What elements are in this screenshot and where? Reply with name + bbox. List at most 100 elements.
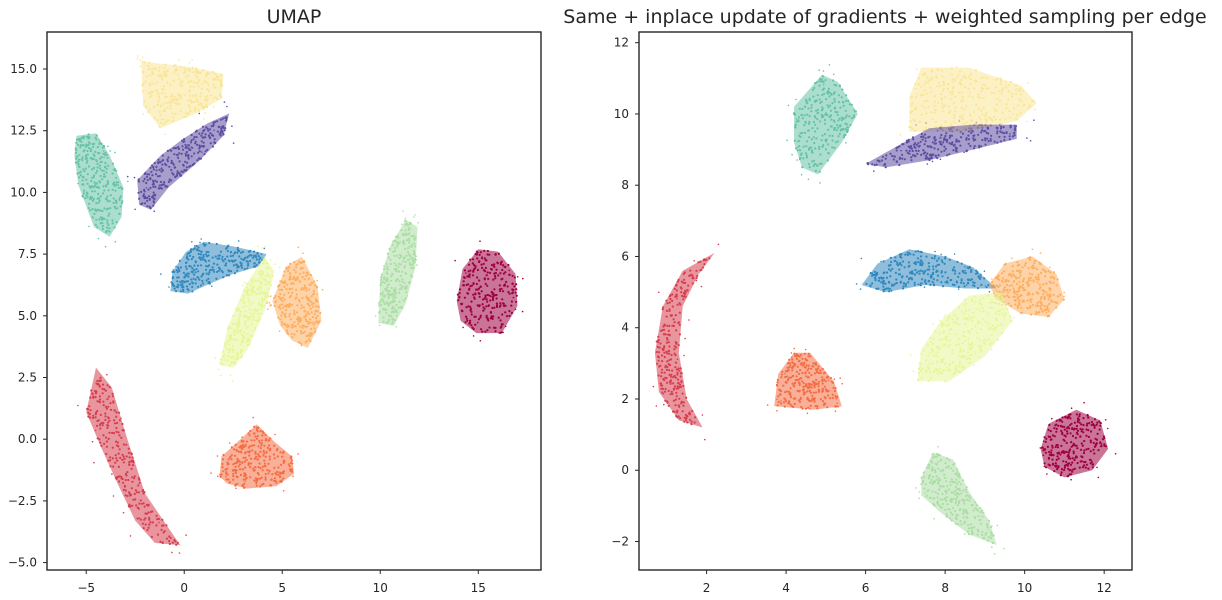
- cluster-umap-4: [219, 256, 275, 368]
- stray-point-weighted-6: [683, 354, 685, 357]
- stray-point-weighted-5: [912, 370, 915, 373]
- stray-point-umap-3: [200, 238, 202, 240]
- stray-point-weighted-5: [909, 354, 912, 356]
- stray-point-umap-9: [297, 453, 299, 455]
- stray-point-weighted-2: [818, 69, 820, 71]
- stray-point-umap-3: [211, 285, 213, 288]
- stray-point-weighted-3: [860, 257, 863, 260]
- stray-point-umap-4: [231, 380, 234, 383]
- stray-point-umap-6: [413, 216, 415, 218]
- stray-point-umap-6: [414, 214, 416, 216]
- stray-point-weighted-3: [988, 290, 991, 293]
- stray-point-umap-2: [114, 241, 117, 243]
- stray-point-weighted-5: [932, 323, 934, 325]
- stray-point-umap-2: [88, 225, 90, 228]
- cluster-shapes-umap: [74, 61, 518, 546]
- stray-point-umap-5: [269, 295, 272, 298]
- stray-point-weighted-4: [1031, 248, 1034, 251]
- stray-point-weighted-2: [787, 104, 790, 107]
- cluster-umap-8: [86, 367, 181, 546]
- stray-point-umap-3: [193, 245, 196, 247]
- stray-point-weighted-5: [944, 314, 947, 317]
- stray-point-weighted-6: [701, 414, 704, 416]
- stray-point-weighted-6: [652, 385, 655, 388]
- stray-point-umap-9: [235, 487, 237, 490]
- stray-point-umap-3: [191, 241, 193, 243]
- stray-point-umap-0: [164, 133, 167, 136]
- stray-point-umap-3: [237, 240, 240, 242]
- stray-point-umap-6: [416, 264, 418, 266]
- stray-point-weighted-1: [931, 160, 934, 163]
- stray-point-umap-9: [282, 490, 285, 492]
- stray-point-umap-5: [267, 308, 269, 310]
- stray-point-weighted-2: [845, 142, 847, 144]
- stray-point-umap-8: [93, 461, 95, 464]
- stray-point-umap-0: [204, 112, 206, 114]
- stray-point-umap-7: [454, 259, 456, 262]
- stray-point-weighted-1: [926, 163, 929, 165]
- stray-point-weighted-6: [704, 438, 706, 441]
- x-tick-label: 5: [278, 581, 286, 595]
- stray-point-weighted-6: [688, 319, 690, 321]
- stray-point-umap-4: [214, 357, 217, 360]
- stray-point-umap-5: [316, 280, 319, 282]
- stray-point-umap-7: [516, 276, 519, 278]
- stray-point-umap-6: [404, 217, 407, 220]
- stray-point-umap-5: [270, 304, 272, 306]
- stray-point-umap-0: [137, 55, 139, 57]
- x-tick-label: −5: [77, 581, 95, 595]
- y-tick-label: 10.0: [10, 185, 37, 199]
- stray-point-weighted-2: [819, 182, 821, 184]
- stray-point-weighted-6: [658, 291, 660, 294]
- stray-point-umap-4: [241, 284, 244, 287]
- stray-point-umap-0: [139, 65, 142, 68]
- stray-point-umap-5: [302, 252, 304, 254]
- stray-point-umap-8: [106, 373, 108, 376]
- stray-point-umap-8: [91, 440, 94, 443]
- stray-point-umap-6: [378, 324, 381, 327]
- cluster-umap-2: [74, 133, 124, 237]
- stray-point-umap-1: [153, 210, 155, 212]
- stray-point-umap-1: [134, 208, 136, 211]
- stray-point-umap-8: [111, 473, 113, 475]
- x-tick-label: 0: [180, 581, 188, 595]
- y-ticks-umap: −5.0−2.50.02.55.07.510.012.515.0: [8, 62, 47, 570]
- stray-point-weighted-4: [1010, 257, 1013, 260]
- y-tick-label: 2.5: [18, 371, 37, 385]
- stray-point-weighted-2: [833, 73, 835, 76]
- stray-point-umap-7: [479, 240, 481, 242]
- stray-point-weighted-3: [934, 250, 936, 253]
- stray-point-weighted-5: [1013, 317, 1015, 319]
- stray-point-weighted-0: [915, 68, 918, 71]
- stray-point-umap-5: [278, 330, 281, 333]
- stray-point-weighted-2: [828, 64, 831, 66]
- stray-point-weighted-2: [822, 70, 825, 72]
- stray-point-weighted-6: [663, 403, 665, 406]
- stray-point-umap-0: [142, 56, 144, 58]
- x-tick-label: 15: [471, 581, 486, 595]
- stray-point-umap-7: [522, 277, 524, 280]
- stray-point-weighted-6: [695, 279, 698, 282]
- stray-point-umap-8: [178, 552, 181, 554]
- stray-point-umap-2: [127, 180, 129, 183]
- stray-point-umap-1: [226, 105, 228, 108]
- stray-point-weighted-3: [855, 283, 858, 285]
- stray-point-umap-8: [122, 511, 125, 514]
- stray-point-umap-8: [129, 535, 132, 537]
- stray-point-weighted-5: [943, 316, 945, 318]
- stray-point-weighted-6: [693, 260, 695, 262]
- chart-umap: −5 0 5 10 15 −5.0−2.50.02.55.07.510.012.515.…: [8, 6, 542, 595]
- stray-point-umap-3: [160, 273, 162, 275]
- stray-point-weighted-1: [939, 158, 942, 161]
- cluster-umap-0: [141, 61, 224, 129]
- stray-point-umap-1: [223, 101, 226, 103]
- stray-point-weighted-3: [983, 270, 986, 273]
- stray-point-umap-5: [268, 301, 271, 304]
- stray-point-umap-0: [191, 59, 193, 61]
- stray-point-weighted-3: [940, 253, 942, 256]
- stray-point-umap-2: [109, 150, 111, 152]
- stray-point-umap-5: [321, 288, 324, 291]
- stray-point-umap-4: [243, 281, 246, 284]
